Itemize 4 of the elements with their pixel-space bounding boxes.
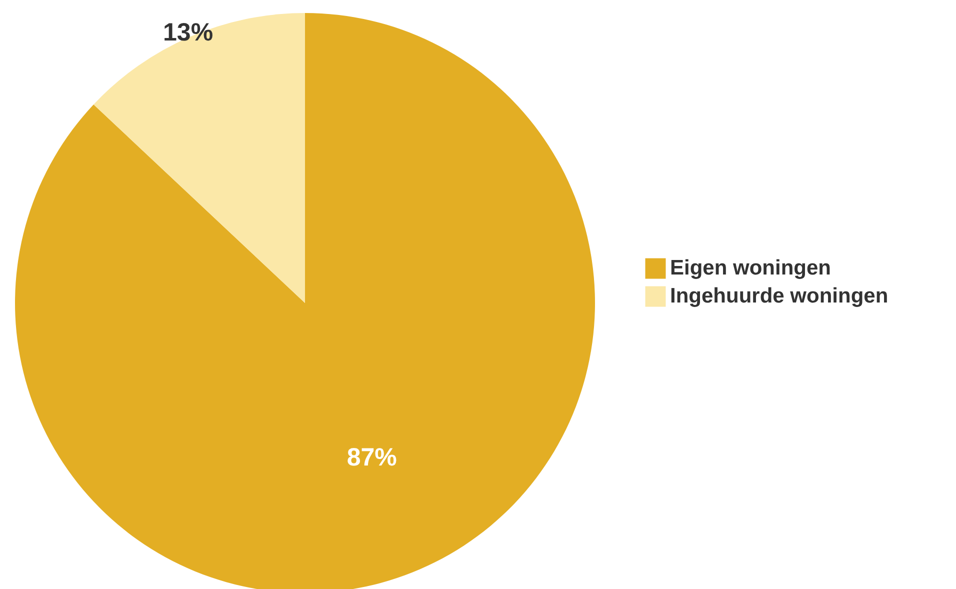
legend-label: Ingehuurde woningen [670, 284, 888, 308]
data-label: 87% [346, 443, 397, 472]
legend-label: Eigen woningen [670, 256, 831, 280]
data-label: 13% [163, 18, 214, 47]
